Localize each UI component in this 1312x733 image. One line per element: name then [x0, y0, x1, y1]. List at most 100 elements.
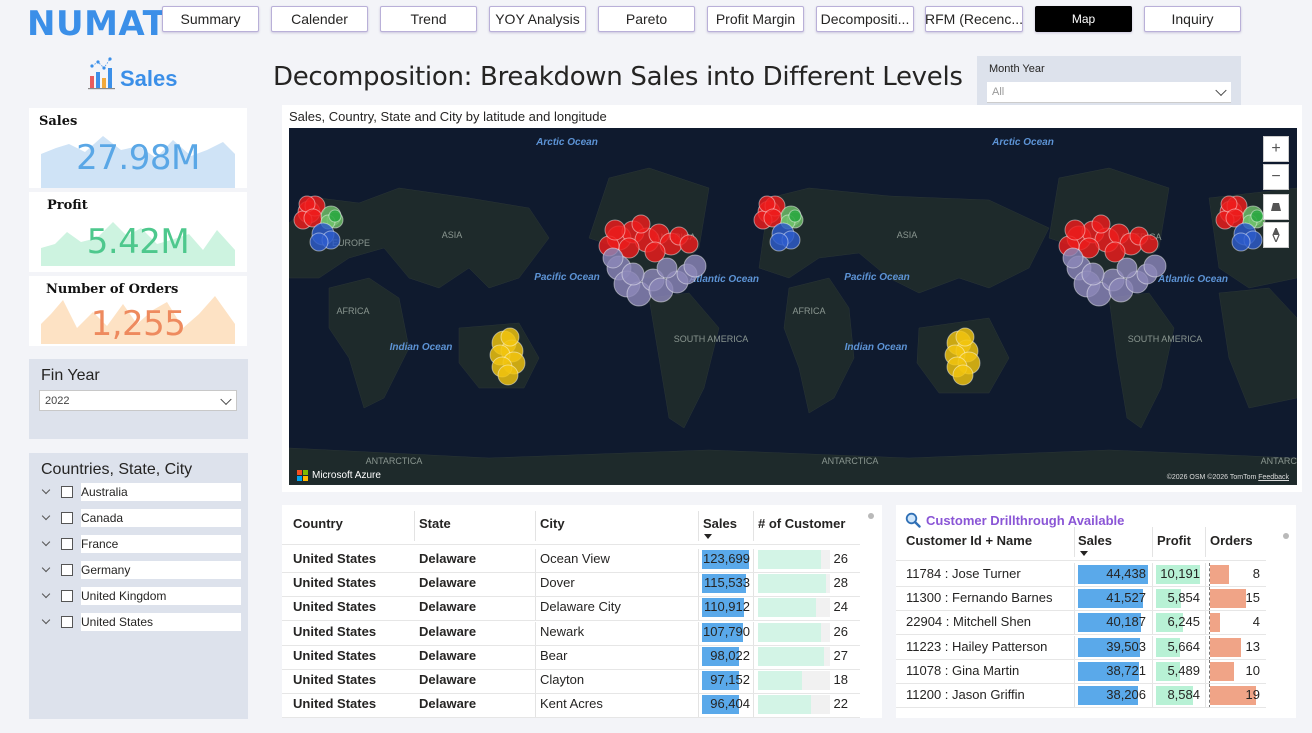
orders-value: 8 — [1252, 566, 1260, 581]
cell-state: Delaware — [419, 599, 477, 615]
checkbox[interactable] — [61, 538, 73, 550]
map-point-canada — [1081, 262, 1105, 286]
column-divider — [1205, 563, 1206, 587]
nav-tab-7[interactable]: RFM (Recenc... — [925, 6, 1023, 32]
nav-tab-3[interactable]: YOY Analysis — [489, 6, 586, 32]
checkbox[interactable] — [61, 512, 73, 524]
sales-value: 44,438 — [1106, 566, 1146, 581]
country-label: United Kingdom — [81, 587, 241, 605]
kpi-value: 27.98M — [76, 138, 200, 178]
table-row[interactable]: United States Delaware Dover 115,533 28 — [282, 573, 860, 598]
expand-chevron-icon[interactable] — [41, 537, 51, 547]
column-header[interactable]: Orders — [1210, 533, 1253, 548]
sales-value: 39,503 — [1106, 638, 1146, 654]
country-item[interactable]: France — [41, 535, 241, 553]
checkbox[interactable] — [61, 590, 73, 602]
cell-city: Clayton — [540, 672, 585, 687]
nav-tab-0[interactable]: Summary — [162, 6, 259, 32]
nav-tab-8[interactable]: Map — [1035, 6, 1132, 32]
nav-tab-5[interactable]: Profit Margin — [707, 6, 804, 32]
column-header[interactable]: City — [540, 516, 565, 531]
nav-tab-6[interactable]: Decompositi... — [816, 6, 914, 32]
sales-value: 123,699 — [703, 551, 750, 566]
fin-year-dropdown[interactable]: 2022 — [39, 390, 237, 411]
scroll-indicator[interactable] — [868, 513, 874, 519]
country-item[interactable]: Australia — [41, 483, 241, 501]
sales-bar — [1078, 661, 1139, 681]
feedback-link[interactable]: Feedback — [1258, 474, 1289, 481]
expand-chevron-icon[interactable] — [41, 615, 51, 625]
table-row[interactable]: United States Delaware Clayton 97,152 18 — [282, 670, 860, 694]
column-divider — [753, 549, 754, 573]
country-item[interactable]: United Kingdom — [41, 587, 241, 605]
customer-bar — [758, 695, 812, 715]
row-divider — [282, 644, 860, 646]
column-divider — [1205, 659, 1206, 684]
header-divider — [896, 560, 1266, 561]
column-header[interactable]: Profit — [1157, 533, 1191, 548]
table-row[interactable]: 11223 : Hailey Patterson 39,503 5,664 13 — [896, 635, 1266, 660]
row-divider — [896, 658, 1266, 660]
nav-tab-9[interactable]: Inquiry — [1144, 6, 1241, 32]
column-header[interactable]: Sales — [1078, 533, 1112, 548]
table-row[interactable]: United States Delaware Delaware City 110,91… — [282, 597, 860, 622]
row-divider — [896, 707, 1266, 708]
orders-bar — [1210, 613, 1220, 633]
row-divider — [896, 610, 1266, 612]
map-point-united-states — [631, 214, 651, 234]
customer-bar — [758, 550, 822, 569]
map-point-canada — [1143, 254, 1167, 278]
table-row[interactable]: United States Delaware Newark 107,790 26 — [282, 621, 860, 646]
drillthrough-title[interactable]: Customer Drillthrough Available — [926, 513, 1125, 528]
compass-button[interactable] — [1263, 222, 1289, 248]
cell-country: United States — [293, 696, 377, 712]
column-header[interactable]: # of Customer — [758, 516, 846, 531]
checkbox[interactable] — [61, 564, 73, 576]
expand-chevron-icon[interactable] — [41, 589, 51, 599]
table-row[interactable]: United States Delaware Kent Acres 96,404 22 — [282, 694, 860, 718]
column-header[interactable]: Country — [293, 516, 343, 531]
checkbox[interactable] — [61, 486, 73, 498]
expand-chevron-icon[interactable] — [41, 511, 51, 521]
scroll-indicator[interactable] — [1283, 533, 1289, 539]
table-row[interactable]: 11784 : Jose Turner 44,438 10,191 8 — [896, 563, 1266, 587]
map-point-united-states — [1091, 214, 1111, 234]
table-row[interactable]: 11200 : Jason Griffin 38,206 8,584 19 — [896, 684, 1266, 708]
country-item[interactable]: Canada — [41, 509, 241, 527]
column-divider — [1074, 611, 1075, 636]
month-year-dropdown[interactable]: All — [987, 82, 1231, 103]
tilt-button[interactable] — [1263, 194, 1289, 220]
zoom-out-button[interactable]: − — [1263, 164, 1289, 190]
sales-bar — [702, 598, 745, 618]
nav-tab-4[interactable]: Pareto — [598, 6, 695, 32]
zoom-in-button[interactable]: + — [1263, 136, 1289, 162]
column-divider — [753, 645, 754, 670]
cell-country: United States — [293, 647, 377, 663]
nav-tab-2[interactable]: Trend — [380, 6, 477, 32]
column-divider — [698, 549, 699, 573]
country-label: Germany — [81, 561, 241, 579]
expand-chevron-icon[interactable] — [41, 485, 51, 495]
column-header[interactable]: State — [419, 516, 451, 531]
country-item[interactable]: Germany — [41, 561, 241, 579]
checkbox[interactable] — [61, 616, 73, 628]
row-divider — [282, 620, 860, 622]
slicer-title: Countries, State, City — [41, 461, 193, 478]
table-row[interactable]: 22904 : Mitchell Shen 40,187 6,245 4 — [896, 611, 1266, 636]
column-header[interactable]: Customer Id + Name — [906, 533, 1033, 548]
table-row[interactable]: 11078 : Gina Martin 38,721 5,489 10 — [896, 659, 1266, 684]
continent-label: EUROPE — [332, 238, 370, 248]
map-point-united-states — [644, 241, 666, 263]
kpi-card-profit: Profit 5.42M — [29, 192, 247, 272]
table-row[interactable]: United States Delaware Bear 98,022 27 — [282, 645, 860, 670]
expand-chevron-icon[interactable] — [41, 563, 51, 573]
country-item[interactable]: United States — [41, 613, 241, 631]
cell-customer: 22904 : Mitchell Shen — [906, 614, 1032, 630]
country-label: France — [81, 535, 241, 553]
column-divider — [1152, 611, 1153, 636]
table-row[interactable]: United States Delaware Ocean View 123,699 26 — [282, 549, 860, 573]
column-header[interactable]: Sales — [703, 516, 737, 531]
nav-tab-1[interactable]: Calender — [271, 6, 368, 32]
table-row[interactable]: 11300 : Fernando Barnes 41,527 5,854 15 — [896, 587, 1266, 612]
